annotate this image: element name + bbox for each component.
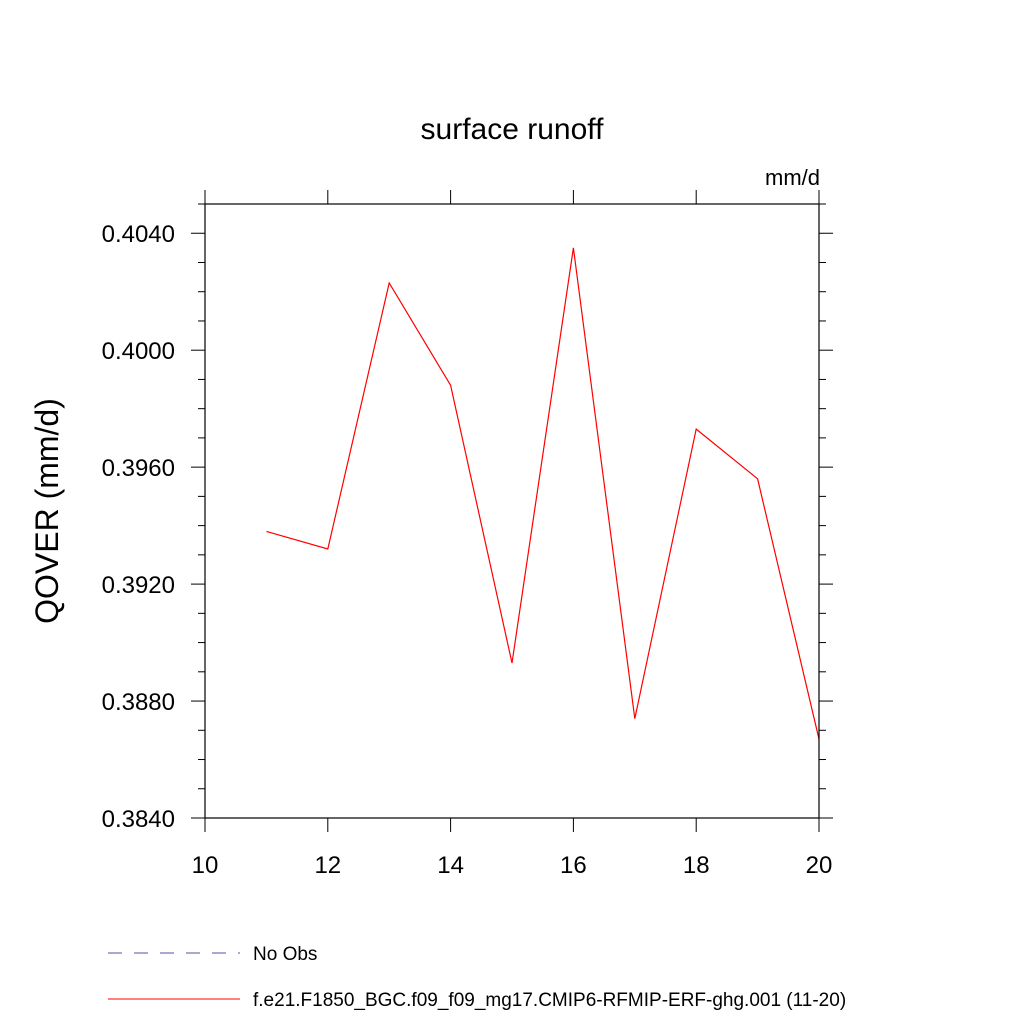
x-tick-label: 14 (437, 852, 464, 879)
chart-title: surface runoff (421, 113, 605, 146)
series-layer (266, 247, 820, 740)
legend: No Obs f.e21.F1850_BGC.f09_f09_mg17.CMIP6… (108, 944, 846, 1011)
x-tick-label: 10 (192, 852, 219, 879)
y-tick-label: 0.3920 (102, 572, 175, 599)
axis-tick-labels: 10 12 14 16 18 20 0.3840 0.3880 0.3920 0.3960 0.40… (102, 221, 833, 879)
series-line-1 (266, 247, 820, 740)
x-tick-label: 16 (560, 852, 587, 879)
y-axis-label: QOVER (mm/d) (29, 398, 65, 624)
legend-label-0: No Obs (253, 944, 317, 965)
y-tick-label: 0.3840 (102, 806, 175, 833)
x-tick-label: 12 (314, 852, 341, 879)
y-tick-label: 0.3960 (102, 455, 175, 482)
x-tick-label: 20 (806, 852, 833, 879)
legend-label-1: f.e21.F1850_BGC.f09_f09_mg17.CMIP6-RFMIP… (253, 990, 846, 1011)
x-tick-label: 18 (683, 852, 710, 879)
plot-frame (204, 203, 820, 819)
units-label: mm/d (765, 165, 820, 190)
y-tick-label: 0.4040 (102, 221, 175, 248)
axis-ticks (191, 190, 833, 832)
y-tick-label: 0.3880 (102, 689, 175, 716)
y-tick-label: 0.4000 (102, 338, 175, 365)
